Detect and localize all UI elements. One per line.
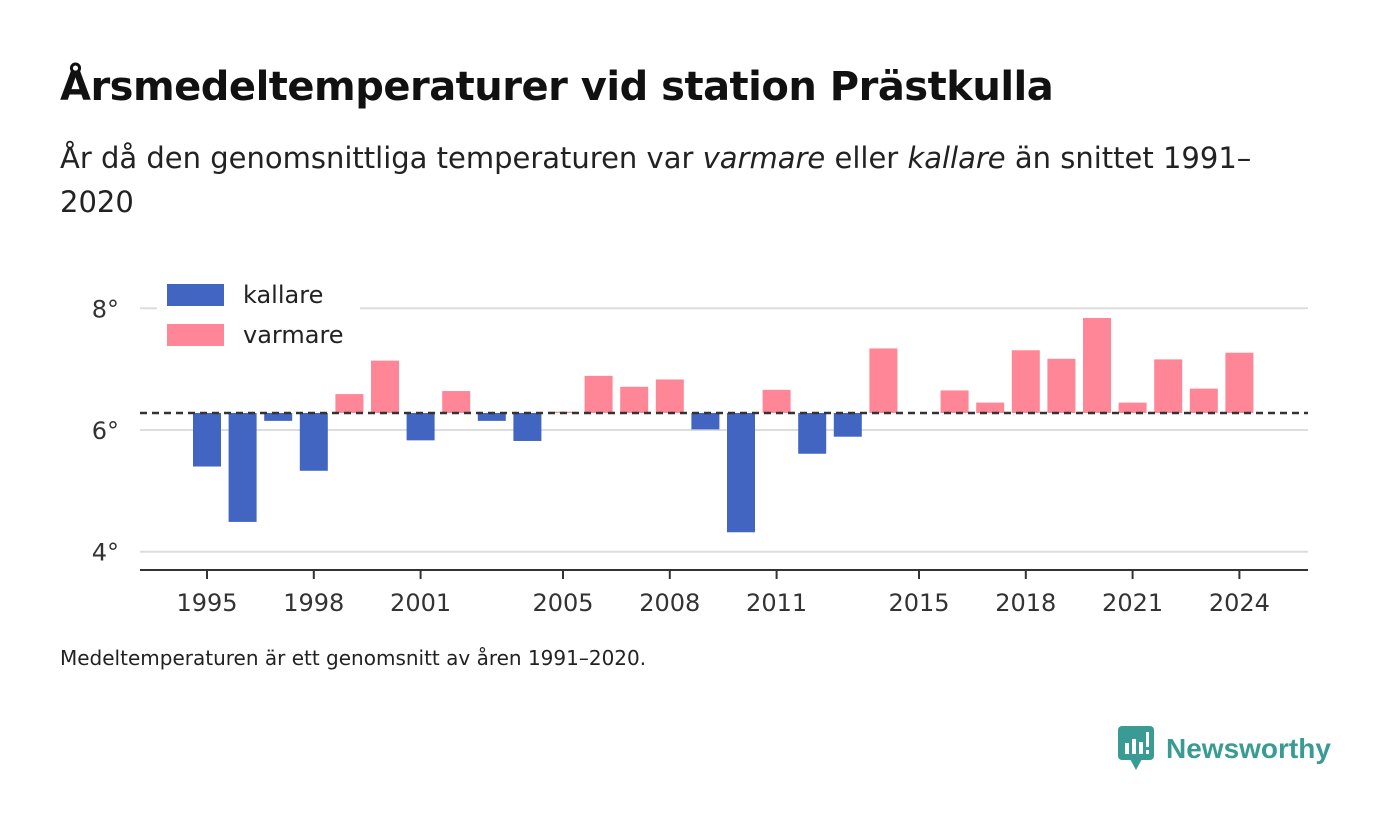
x-tick-label: 2005 (532, 589, 593, 617)
legend-swatch-kallare (167, 284, 224, 306)
chart-title: Årsmedeltemperaturer vid station Prästku… (60, 64, 1054, 110)
subtitle-cold-word: kallare (907, 141, 1006, 175)
bar-warmer (1011, 350, 1040, 413)
bar-colder (264, 412, 293, 421)
bar-warmer (940, 390, 969, 413)
x-tick-label: 1998 (283, 589, 344, 617)
bar-warmer (620, 386, 649, 413)
bar-warmer (1118, 402, 1147, 413)
bar-colder (299, 412, 328, 471)
bar-warmer (1083, 318, 1111, 413)
bar-colder (833, 412, 862, 437)
x-tick-label: 2015 (888, 589, 949, 617)
subtitle-text-3: än snittet 1991–2020 (60, 141, 1252, 219)
bar-colder (406, 412, 435, 441)
bar-warmer (442, 391, 471, 413)
bar-warmer (371, 360, 399, 413)
bar-warmer (584, 375, 613, 413)
bar-colder (798, 412, 827, 454)
bar-warmer (869, 348, 898, 413)
x-tick-label: 1995 (176, 589, 237, 617)
y-tick-label: 8° (92, 295, 119, 323)
bar-colder (691, 412, 720, 430)
bar-warmer (1047, 358, 1076, 413)
subtitle-warm-word: varmare (702, 141, 826, 175)
bar-colder (193, 412, 221, 467)
legend-swatch-varmare (167, 324, 224, 346)
bar-warmer (335, 394, 364, 413)
legend-label-kallare: kallare (243, 281, 323, 309)
x-tick-label: 2024 (1209, 589, 1270, 617)
subtitle-text-1: År då den genomsnittliga temperaturen va… (60, 141, 703, 175)
legend-label-varmare: varmare (243, 321, 344, 349)
bar-warmer (1189, 388, 1218, 413)
bar-warmer (1225, 352, 1254, 413)
temperature-bar-chart: 4° 6° 8° 1995 1998 2001 2005 2008 2011 2015 2018 20… (91, 281, 1308, 617)
bar-warmer (1154, 359, 1183, 413)
footnote: Medeltemperaturen är ett genomsnitt av å… (60, 646, 647, 670)
y-tick-label: 6° (92, 417, 119, 445)
x-tick-label: 2018 (995, 589, 1056, 617)
y-tick-label: 4° (92, 539, 119, 567)
subtitle-text-2: eller (825, 141, 908, 175)
newsworthy-logo: Newsworthy (1118, 726, 1331, 772)
newsworthy-logo-icon (1118, 726, 1154, 770)
x-tick-label: 2008 (639, 589, 700, 617)
bar-colder (513, 412, 542, 441)
bar-warmer (655, 379, 684, 413)
bar-colder (727, 412, 755, 533)
x-tick-label: 2011 (746, 589, 807, 617)
x-tick-label: 2021 (1102, 589, 1163, 617)
x-tick-label: 2001 (390, 589, 451, 617)
brand-name: Newsworthy (1166, 733, 1331, 764)
bar-warmer (762, 389, 791, 413)
bar-colder (477, 412, 506, 421)
bar-colder (228, 412, 257, 522)
bar-warmer (976, 402, 1005, 413)
chart-subtitle: År då den genomsnittliga temperaturen va… (60, 136, 1300, 224)
